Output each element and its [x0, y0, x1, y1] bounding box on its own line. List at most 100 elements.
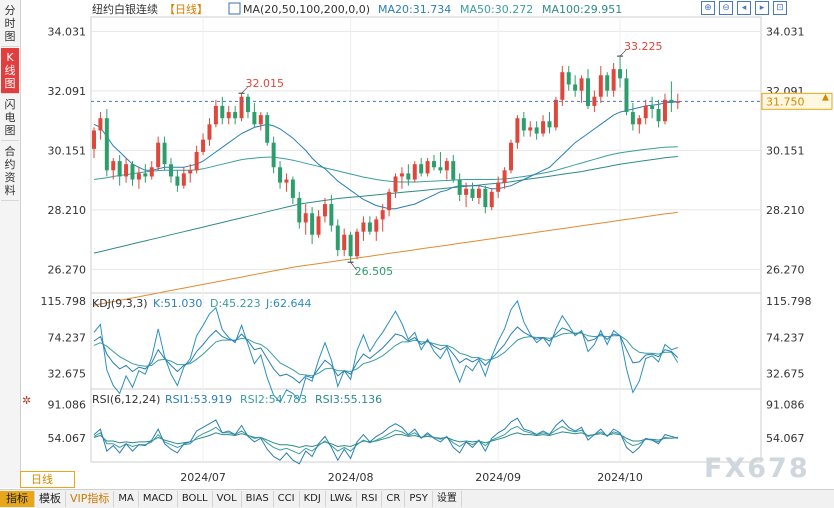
- candle-down: [605, 75, 610, 91]
- candle-up: [156, 142, 161, 168]
- indicator-tab-7[interactable]: BIAS: [242, 491, 274, 507]
- indicator-tab-2[interactable]: VIP指标: [66, 491, 115, 507]
- candle-down: [130, 164, 135, 180]
- price-axis-label: 28.210: [766, 204, 805, 217]
- toolbar-button-2[interactable]: ◂: [737, 1, 751, 15]
- candle-up: [111, 161, 116, 171]
- time-axis-label: 2024/08: [328, 471, 374, 484]
- candle-up: [560, 72, 565, 100]
- candle-up: [316, 216, 321, 235]
- indicator-tab-11[interactable]: RSI: [357, 491, 383, 507]
- candle-up: [124, 164, 129, 177]
- toolbar-button-4[interactable]: ⊡: [773, 1, 787, 15]
- kdj-axis-label-left: 74.237: [48, 331, 87, 344]
- candle-up: [425, 161, 430, 174]
- low-marker-label: 26.505: [355, 265, 394, 278]
- kdj-header-0: KDJ(9,3,3): [92, 297, 148, 310]
- price-up-icon: ▲: [822, 92, 829, 102]
- period-selector[interactable]: 日线: [20, 471, 75, 488]
- indicator-tab-10[interactable]: LW&: [326, 491, 358, 507]
- kdj-header-1: K:51.030: [153, 297, 202, 310]
- candle-down: [252, 112, 257, 125]
- chart-canvas: 纽约白银连续 【日线】 MA(20,50,100,200,0,0) MA20:3…: [22, 2, 833, 484]
- ma-settings-icon[interactable]: [228, 2, 241, 15]
- instrument-name: 纽约白银连续: [92, 2, 158, 16]
- candle-down: [117, 161, 122, 177]
- indicator-tab-4[interactable]: MACD: [139, 491, 178, 507]
- candle-up: [201, 139, 206, 152]
- side-tab-0[interactable]: 分时图: [1, 1, 19, 47]
- kdj-header-3: J:62.644: [265, 297, 311, 310]
- price-axis-label-left: 34.031: [48, 25, 87, 38]
- candle-down: [669, 99, 674, 103]
- candle-down: [175, 176, 180, 186]
- candle-down: [573, 84, 578, 91]
- watermark-logo: FX678: [704, 453, 810, 484]
- candle-up: [637, 118, 642, 125]
- period-tag: 【日线】: [164, 2, 208, 16]
- candle-down: [348, 234, 353, 257]
- low-marker-leader: [350, 261, 357, 271]
- indicator-tab-3[interactable]: MA: [114, 491, 139, 507]
- candle-down: [297, 197, 302, 223]
- candle-down: [618, 69, 623, 79]
- candle-up: [226, 112, 231, 119]
- indicator-tab-14[interactable]: 设置: [433, 491, 462, 507]
- candle-up: [502, 170, 507, 183]
- indicator-tab-12[interactable]: CR: [382, 491, 406, 507]
- indicator-tab-1[interactable]: 模板: [35, 491, 66, 507]
- candle-up: [181, 173, 186, 186]
- toolbar-button-3[interactable]: ▸: [755, 1, 769, 15]
- candle-down: [650, 105, 655, 109]
- side-tab-2[interactable]: 闪电图: [1, 95, 19, 141]
- ma100-line: [93, 156, 678, 254]
- indicator-tab-0[interactable]: 指标: [0, 491, 35, 507]
- price-axis-label: 30.151: [766, 144, 805, 157]
- high-marker-label: 33.225: [624, 40, 663, 53]
- candle-down: [329, 204, 334, 226]
- candle-up: [303, 213, 308, 223]
- candle-up: [322, 204, 327, 217]
- candle-down: [521, 118, 526, 131]
- candle-up: [509, 142, 513, 171]
- rsi-axis-label: 91.086: [766, 398, 805, 411]
- candle-up: [553, 99, 558, 128]
- candle-down: [624, 78, 629, 113]
- chart-header: 纽约白银连续 【日线】 MA(20,50,100,200,0,0) MA20:3…: [92, 2, 622, 16]
- indicator-tab-9[interactable]: KDJ: [300, 491, 326, 507]
- candle-up: [541, 121, 546, 134]
- candle-up: [464, 188, 469, 195]
- candle-up: [149, 167, 154, 177]
- mid-high-marker-label: 32.015: [246, 77, 285, 90]
- indicator-tab-13[interactable]: PSY: [405, 491, 433, 507]
- indicator-tab-6[interactable]: VOL: [213, 491, 242, 507]
- toolbar-button-0[interactable]: ⊕: [701, 1, 715, 15]
- kdj-axis-label-left: 32.675: [48, 368, 87, 381]
- mid-high-marker-leader: [241, 86, 248, 94]
- candle-up: [284, 179, 289, 183]
- rsi-axis-label-left: 54.067: [48, 432, 87, 445]
- ma50-value: MA50:30.272: [460, 3, 533, 16]
- candle-up: [476, 188, 481, 198]
- indicator-tab-8[interactable]: CCI: [274, 491, 300, 507]
- rsi-header-0: RSI(6,12,24): [92, 393, 160, 406]
- side-tab-bar: 分时图 K线图 闪电图 合约资料: [0, 0, 21, 488]
- candle-down: [104, 118, 109, 171]
- toolbar-button-1[interactable]: ⊖: [719, 1, 733, 15]
- candle-down: [335, 225, 340, 251]
- candle-down: [483, 188, 488, 208]
- candle-down: [432, 161, 436, 168]
- candle-up: [412, 164, 417, 180]
- candle-up: [355, 231, 360, 257]
- candle-down: [630, 112, 635, 125]
- indicator-tab-5[interactable]: BOLL: [178, 491, 213, 507]
- candle-down: [470, 188, 475, 198]
- candle-down: [656, 109, 661, 122]
- side-tab-1[interactable]: K线图: [1, 48, 19, 94]
- candle-up: [496, 182, 501, 192]
- candle-down: [245, 96, 250, 113]
- ma-parameters: MA(20,50,100,200,0,0): [243, 3, 370, 16]
- side-tab-3[interactable]: 合约资料: [1, 142, 19, 201]
- candle-up: [213, 105, 218, 125]
- kdj-axis-label: 32.675: [766, 368, 805, 381]
